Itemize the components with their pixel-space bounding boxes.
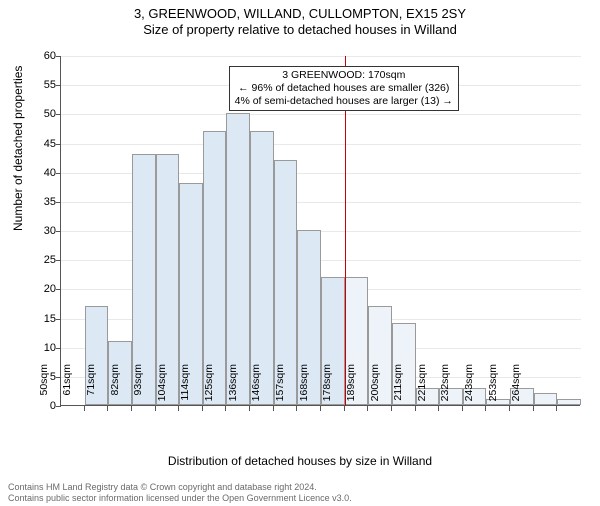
copyright-line1: Contains HM Land Registry data © Crown c… [8,482,352,493]
grid-line [61,144,581,145]
ytick-mark [56,56,61,57]
y-axis-label: Number of detached properties [11,66,25,231]
xtick-label: 50sqm [38,364,50,414]
xtick-label: 253sqm [487,364,499,414]
ytick-mark [56,202,61,203]
copyright: Contains HM Land Registry data © Crown c… [8,482,352,504]
xtick-label: 104sqm [156,364,168,414]
ytick-mark [56,260,61,261]
ytick-label: 35 [26,197,56,207]
xtick-mark [533,406,534,411]
xtick-label: 178sqm [321,364,333,414]
histogram-bar [534,393,558,405]
xtick-label: 200sqm [369,364,381,414]
annotation-line2: ← 96% of detached houses are smaller (32… [235,82,453,95]
histogram-bar [557,399,581,405]
ytick-label: 10 [26,343,56,353]
xtick-label: 146sqm [250,364,262,414]
xtick-label: 82sqm [109,364,121,414]
xtick-label: 114sqm [179,364,191,414]
page-title: 3, GREENWOOD, WILLAND, CULLOMPTON, EX15 … [0,6,600,21]
xtick-label: 168sqm [298,364,310,414]
xtick-mark [556,406,557,411]
xtick-label: 93sqm [132,364,144,414]
ytick-mark [56,231,61,232]
copyright-line2: Contains public sector information licen… [8,493,352,504]
ytick-mark [56,85,61,86]
xtick-label: 189sqm [345,364,357,414]
ytick-label: 55 [26,80,56,90]
ytick-mark [56,144,61,145]
x-axis-label: Distribution of detached houses by size … [0,454,600,468]
xtick-label: 125sqm [203,364,215,414]
page-subtitle: Size of property relative to detached ho… [0,22,600,37]
xtick-label: 243sqm [463,364,475,414]
xtick-label: 71sqm [85,364,97,414]
ytick-label: 60 [26,51,56,61]
xtick-label: 221sqm [416,364,428,414]
annotation-line1: 3 GREENWOOD: 170sqm [235,69,453,82]
ytick-label: 20 [26,284,56,294]
xtick-label: 264sqm [510,364,522,414]
ytick-label: 25 [26,255,56,265]
xtick-label: 232sqm [439,364,451,414]
xtick-label: 61sqm [61,364,73,414]
grid-line [61,114,581,115]
ytick-label: 40 [26,168,56,178]
ytick-mark [56,319,61,320]
histogram-bar [226,113,250,405]
ytick-label: 50 [26,109,56,119]
ytick-mark [56,348,61,349]
annotation-box: 3 GREENWOOD: 170sqm ← 96% of detached ho… [229,66,459,111]
ytick-label: 45 [26,139,56,149]
ytick-label: 30 [26,226,56,236]
chart-area: 051015202530354045505560 50sqm61sqm71sqm… [60,56,580,406]
ytick-mark [56,289,61,290]
xtick-label: 136sqm [227,364,239,414]
ytick-mark [56,114,61,115]
ytick-label: 15 [26,314,56,324]
xtick-label: 157sqm [274,364,286,414]
annotation-line3: 4% of semi-detached houses are larger (1… [235,95,453,108]
ytick-mark [56,173,61,174]
grid-line [61,56,581,57]
xtick-label: 211sqm [392,364,404,414]
